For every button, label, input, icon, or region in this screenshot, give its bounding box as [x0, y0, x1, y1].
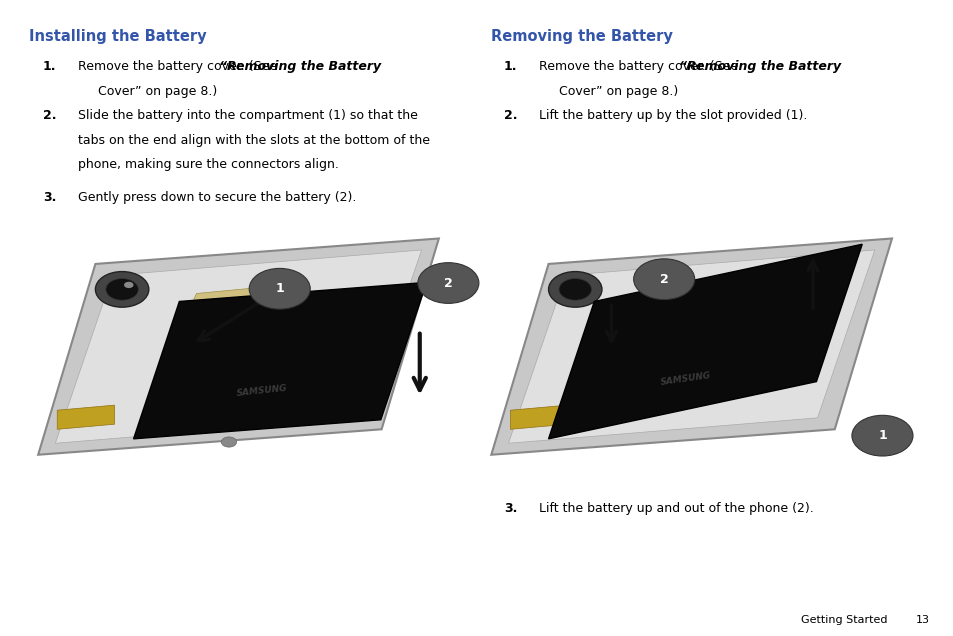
Circle shape — [417, 263, 478, 303]
Text: 13: 13 — [915, 614, 929, 625]
Polygon shape — [491, 238, 891, 455]
Circle shape — [124, 282, 133, 288]
Text: Gently press down to secure the battery (2).: Gently press down to secure the battery … — [78, 191, 356, 204]
Text: SAMSUNG: SAMSUNG — [659, 371, 712, 387]
Text: Lift the battery up and out of the phone (2).: Lift the battery up and out of the phone… — [538, 502, 813, 515]
Polygon shape — [548, 244, 862, 439]
Polygon shape — [179, 287, 263, 331]
Polygon shape — [133, 282, 426, 439]
Text: Installing the Battery: Installing the Battery — [29, 29, 206, 44]
Text: 2: 2 — [659, 273, 668, 286]
Polygon shape — [55, 250, 421, 443]
Text: 3.: 3. — [503, 502, 517, 515]
Text: 2: 2 — [443, 277, 453, 289]
Text: 2.: 2. — [503, 109, 517, 122]
Polygon shape — [632, 287, 716, 331]
Text: Cover” on page 8.): Cover” on page 8.) — [538, 85, 678, 97]
Text: “Removing the Battery: “Removing the Battery — [218, 60, 380, 73]
Text: Remove the battery cover. (See: Remove the battery cover. (See — [538, 60, 741, 73]
Text: SAMSUNG: SAMSUNG — [235, 384, 288, 398]
Circle shape — [558, 279, 591, 300]
Text: Slide the battery into the compartment (1) so that the: Slide the battery into the compartment (… — [78, 109, 417, 122]
Text: 1: 1 — [275, 282, 284, 295]
Circle shape — [221, 437, 236, 447]
Circle shape — [249, 268, 310, 309]
Circle shape — [95, 272, 149, 307]
Text: “Removing the Battery: “Removing the Battery — [679, 60, 841, 73]
Text: 1.: 1. — [43, 60, 56, 73]
Text: Cover” on page 8.): Cover” on page 8.) — [78, 85, 217, 97]
Text: Lift the battery up by the slot provided (1).: Lift the battery up by the slot provided… — [538, 109, 806, 122]
Circle shape — [106, 279, 138, 300]
Polygon shape — [38, 238, 438, 455]
Polygon shape — [57, 405, 114, 429]
Text: Getting Started: Getting Started — [801, 614, 887, 625]
Polygon shape — [510, 405, 567, 429]
Text: Removing the Battery: Removing the Battery — [491, 29, 673, 44]
Text: 3.: 3. — [43, 191, 56, 204]
Polygon shape — [508, 250, 874, 443]
Circle shape — [633, 259, 694, 300]
Circle shape — [548, 272, 601, 307]
Text: Remove the battery cover. (See: Remove the battery cover. (See — [78, 60, 281, 73]
Text: 1.: 1. — [503, 60, 517, 73]
Text: tabs on the end align with the slots at the bottom of the: tabs on the end align with the slots at … — [78, 134, 430, 146]
Text: phone, making sure the connectors align.: phone, making sure the connectors align. — [78, 158, 338, 170]
Text: 1: 1 — [877, 429, 886, 442]
Circle shape — [851, 415, 912, 456]
Text: 2.: 2. — [43, 109, 56, 122]
